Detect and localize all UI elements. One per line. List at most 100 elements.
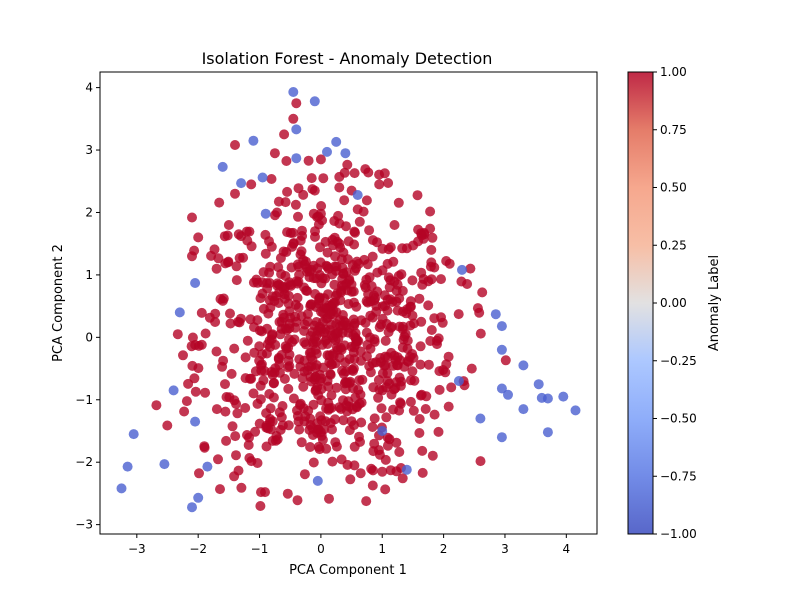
inlier-point (362, 259, 373, 270)
colorbar-tick-label: −1.00 (660, 527, 697, 541)
inlier-point (277, 420, 288, 431)
inlier-point (311, 317, 322, 327)
inlier-point (315, 411, 326, 422)
inlier-point (223, 220, 234, 230)
inlier-point (339, 195, 350, 206)
inlier-point (336, 280, 347, 291)
inlier-point (162, 420, 173, 431)
inlier-point (380, 484, 391, 495)
inlier-point (293, 211, 303, 222)
inlier-point (373, 375, 384, 385)
inlier-point (423, 359, 434, 370)
inlier-point (443, 351, 454, 362)
inlier-point (331, 319, 342, 329)
inlier-point (298, 381, 309, 392)
inlier-point (377, 265, 388, 276)
anomaly-point (291, 153, 302, 164)
inlier-point (250, 426, 261, 437)
inlier-point (226, 368, 237, 379)
inlier-point (382, 368, 393, 379)
inlier-point (437, 317, 448, 328)
inlier-point (310, 385, 321, 396)
inlier-point (365, 310, 376, 321)
inlier-point (429, 409, 440, 420)
inlier-point (244, 453, 255, 463)
inlier-point (280, 197, 291, 208)
inlier-point (462, 279, 473, 289)
colorbar-tick-label: 1.00 (660, 65, 687, 79)
inlier-point (172, 329, 183, 340)
inlier-point (196, 339, 207, 350)
inlier-point (308, 457, 319, 468)
inlier-point (246, 179, 257, 190)
inlier-point (299, 337, 310, 348)
inlier-point (296, 437, 307, 448)
inlier-point (283, 342, 294, 353)
inlier-point (429, 313, 440, 324)
inlier-point (271, 431, 282, 441)
inlier-point (322, 375, 333, 386)
inlier-point (282, 186, 293, 197)
inlier-point (337, 262, 348, 273)
inlier-point (339, 378, 350, 389)
inlier-point (282, 488, 293, 499)
colorbar-tick-label: −0.75 (660, 469, 697, 483)
inlier-point (260, 487, 270, 498)
inlier-point (229, 343, 240, 354)
inlier-point (270, 210, 280, 221)
inlier-point (354, 375, 365, 386)
inlier-point (405, 301, 416, 312)
inlier-point (248, 277, 259, 288)
inlier-point (242, 430, 252, 440)
inlier-point (423, 300, 434, 311)
inlier-point (303, 155, 314, 166)
inlier-point (265, 302, 276, 313)
anomaly-point (291, 124, 302, 135)
inlier-point (433, 426, 444, 437)
inlier-point (326, 390, 337, 401)
x-tick-label: 3 (501, 542, 509, 556)
inlier-point (187, 360, 198, 371)
inlier-point (413, 224, 424, 235)
inlier-point (397, 285, 408, 296)
inlier-point (299, 469, 310, 480)
plot-frame (99, 71, 598, 535)
inlier-point (240, 403, 251, 413)
inlier-point (213, 454, 223, 465)
inlier-point (365, 343, 376, 354)
x-axis: −3 −2 −1 0 1 2 3 4 (128, 534, 570, 556)
anomaly-point (168, 385, 179, 396)
inlier-point (368, 382, 379, 393)
inlier-point (367, 422, 378, 432)
inlier-point (314, 295, 324, 306)
inlier-point (256, 326, 267, 337)
inlier-point (267, 330, 277, 341)
inlier-point (425, 206, 436, 217)
inlier-point (396, 269, 407, 280)
inlier-point (278, 312, 289, 323)
inlier-point (367, 480, 378, 491)
inlier-point (295, 398, 306, 409)
inlier-point (397, 324, 408, 335)
y-tick-label: −1 (75, 393, 93, 407)
inlier-point (427, 232, 438, 243)
anomaly-point (312, 475, 323, 486)
inlier-point (220, 258, 231, 269)
inlier-point (334, 182, 345, 193)
inlier-point (340, 366, 351, 377)
x-tick-label: 1 (378, 542, 386, 556)
inlier-point (474, 307, 485, 318)
anomaly-point (331, 136, 342, 147)
inlier-point (346, 416, 357, 427)
inlier-point (407, 310, 418, 321)
inlier-point (291, 276, 302, 287)
x-tick-label: −3 (128, 542, 146, 556)
inlier-point (220, 379, 230, 390)
inlier-point (395, 397, 406, 408)
inlier-point (252, 398, 263, 409)
inlier-point (361, 274, 372, 285)
inlier-point (415, 359, 426, 370)
inlier-point (342, 159, 353, 170)
inlier-point (475, 328, 486, 339)
